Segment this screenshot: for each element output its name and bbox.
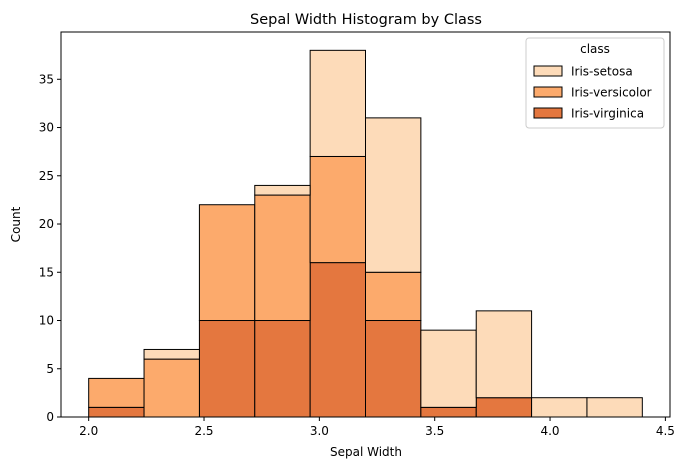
legend-swatch-iris-versicolor [533, 86, 563, 98]
bar-iris-versicolor-bin-4 [309, 155, 366, 264]
x-tick-label: 4.0 [540, 424, 559, 438]
bar-iris-versicolor-bin-0 [88, 377, 145, 408]
bar-iris-virginica-bin-4 [309, 262, 366, 418]
y-tick-label: 15 [39, 265, 54, 279]
bar-iris-setosa-bin-7 [475, 310, 533, 399]
bar-iris-virginica-bin-5 [365, 320, 422, 418]
x-tick-label: 4.5 [656, 424, 675, 438]
x-tick-label: 3.0 [310, 424, 329, 438]
bar-iris-versicolor-bin-5 [365, 271, 422, 322]
y-axis-label: Count [9, 206, 23, 242]
y-tick-label: 5 [46, 362, 54, 376]
bar-iris-virginica-bin-7 [475, 397, 533, 418]
x-axis-label: Sepal Width [330, 445, 402, 459]
x-axis-ticks: 2.0 2.5 3.0 3.5 4.0 4.5 [79, 417, 675, 438]
bar-iris-virginica-bin-2 [198, 320, 256, 418]
bar-iris-setosa-bin-5 [365, 117, 422, 273]
bar-iris-virginica-bin-0 [88, 406, 145, 418]
legend-box [525, 37, 665, 129]
bar-iris-setosa-bin-1 [143, 348, 200, 360]
x-tick-label: 3.5 [425, 424, 444, 438]
legend-swatch-iris-setosa [533, 65, 563, 77]
legend-label-iris-virginica: Iris-virginica [571, 107, 644, 121]
bar-iris-setosa-bin-8 [531, 397, 588, 418]
chart-title: Sepal Width Histogram by Class [250, 12, 482, 28]
legend: class Iris-setosa Iris-versicolor Iris-vir… [525, 37, 665, 129]
legend-label-iris-versicolor: Iris-versicolor [571, 86, 652, 100]
y-tick-label: 0 [46, 410, 54, 424]
bar-iris-setosa-bin-4 [309, 49, 366, 157]
y-tick-label: 35 [39, 72, 54, 86]
x-tick-label: 2.5 [194, 424, 213, 438]
x-tick-label: 2.0 [79, 424, 98, 438]
y-tick-label: 20 [39, 217, 54, 231]
bar-iris-versicolor-bin-1 [143, 358, 200, 418]
bar-iris-virginica-bin-3 [254, 320, 311, 418]
bars-group [88, 49, 643, 418]
bar-iris-setosa-bin-3 [254, 184, 311, 196]
legend-label-iris-setosa: Iris-setosa [571, 65, 633, 79]
bar-iris-virginica-bin-6 [420, 406, 477, 418]
legend-swatch-iris-virginica [533, 107, 563, 119]
y-tick-label: 10 [39, 314, 54, 328]
y-axis-ticks: 0 5 10 15 20 25 30 35 [39, 72, 61, 424]
y-tick-label: 30 [39, 121, 54, 135]
bar-iris-versicolor-bin-2 [198, 204, 256, 322]
bar-iris-setosa-bin-6 [420, 329, 477, 408]
bar-iris-setosa-bin-9 [586, 397, 643, 418]
legend-title: class [580, 42, 610, 56]
bar-iris-versicolor-bin-3 [254, 194, 311, 322]
y-tick-label: 25 [39, 169, 54, 183]
